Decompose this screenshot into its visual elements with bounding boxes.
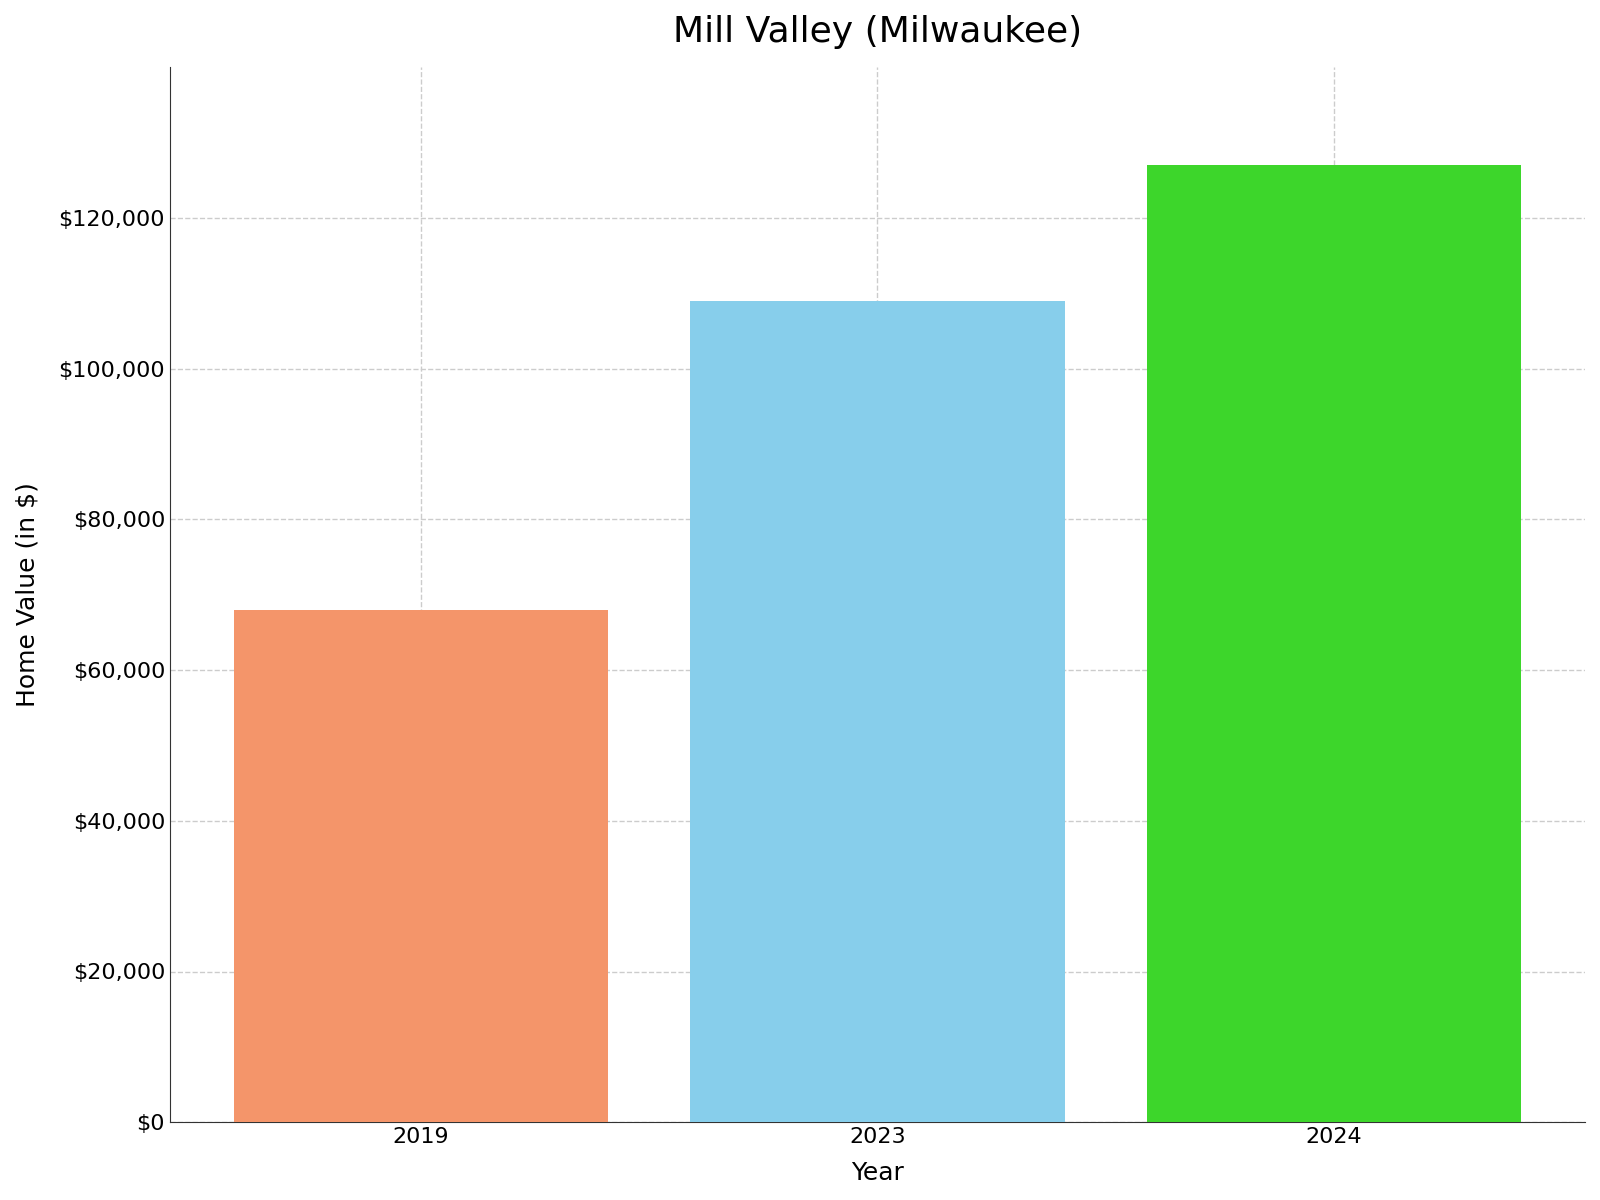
Y-axis label: Home Value (in $): Home Value (in $)	[14, 482, 38, 707]
Bar	[690, 301, 1064, 1122]
X-axis label: Year: Year	[851, 1162, 904, 1184]
Title: Mill Valley (Milwaukee): Mill Valley (Milwaukee)	[674, 14, 1082, 49]
Bar	[1147, 164, 1522, 1122]
Bar	[234, 610, 608, 1122]
